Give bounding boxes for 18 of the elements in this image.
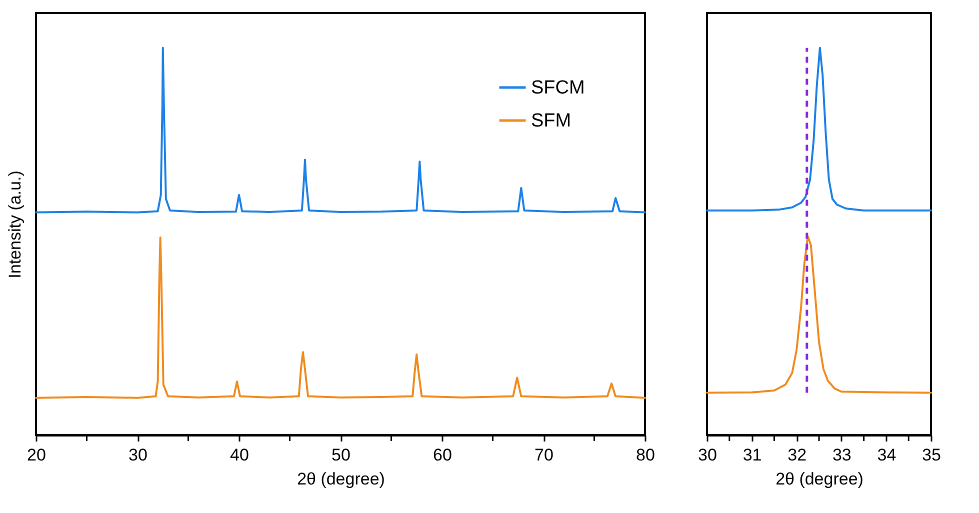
legend-label: SFCM bbox=[531, 78, 585, 98]
x-tick-label: 30 bbox=[128, 446, 148, 464]
x-tick-label: 50 bbox=[332, 446, 350, 464]
x-tick-label: 34 bbox=[877, 446, 896, 464]
x-tick-label: 40 bbox=[230, 446, 249, 464]
x-tick-label: 32 bbox=[788, 446, 807, 464]
x-tick-label: 30 bbox=[698, 446, 717, 464]
x-tick-label: 20 bbox=[27, 446, 46, 464]
x-tick-label: 35 bbox=[922, 446, 941, 464]
legend-label: SFM bbox=[531, 110, 572, 132]
x-tick-label: 31 bbox=[742, 446, 762, 464]
x-axis-title: 2θ (degree) bbox=[297, 470, 385, 488]
y-axis-title: Intensity (a.u.) bbox=[6, 170, 24, 278]
x-tick-label: 70 bbox=[534, 446, 554, 464]
x-tick-label: 33 bbox=[832, 446, 852, 464]
x-axis-title: 2θ (degree) bbox=[776, 470, 864, 488]
x-tick-label: 60 bbox=[433, 446, 452, 464]
x-tick-label: 80 bbox=[636, 446, 655, 464]
